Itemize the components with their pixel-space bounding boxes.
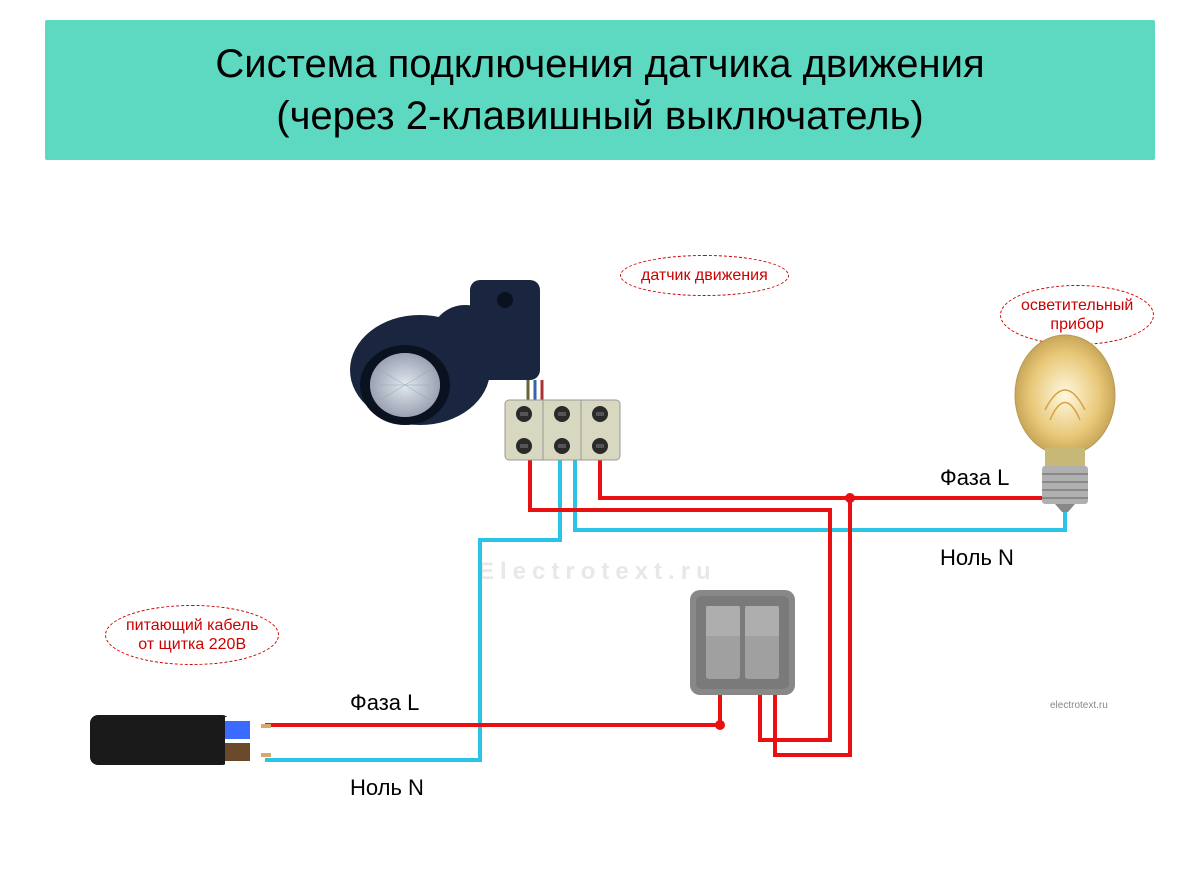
watermark: Electrotext.ru bbox=[478, 558, 717, 586]
label-phase-bottom: Фаза L bbox=[350, 690, 419, 716]
title-banner: Система подключения датчика движения (че… bbox=[45, 20, 1155, 160]
callout-sensor-text: датчик движения bbox=[641, 267, 768, 284]
callout-lamp-l2: прибор bbox=[1050, 316, 1103, 333]
motion-sensor-icon bbox=[350, 280, 542, 425]
wall-switch-icon bbox=[690, 590, 795, 695]
title-line1: Система подключения датчика движения bbox=[65, 38, 1135, 90]
label-null-top: Ноль N bbox=[940, 545, 1014, 571]
callout-cable: питающий кабель от щитка 220В bbox=[105, 605, 279, 665]
callout-lamp: осветительный прибор bbox=[1000, 285, 1154, 345]
callout-lamp-l1: осветительный bbox=[1021, 297, 1133, 314]
callout-cable-l2: от щитка 220В bbox=[138, 636, 246, 653]
power-cable-icon bbox=[90, 715, 271, 765]
label-null-bottom: Ноль N bbox=[350, 775, 424, 801]
callout-sensor: датчик движения bbox=[620, 255, 789, 296]
title-line2: (через 2-клавишный выключатель) bbox=[65, 90, 1135, 142]
small-watermark: electrotext.ru bbox=[1050, 700, 1108, 711]
light-bulb-icon bbox=[1015, 335, 1115, 512]
terminal-block-icon bbox=[505, 400, 620, 460]
callout-cable-l1: питающий кабель bbox=[126, 617, 258, 634]
label-phase-top: Фаза L bbox=[940, 465, 1009, 491]
